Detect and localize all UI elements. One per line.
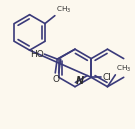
Text: Cl: Cl — [102, 73, 111, 82]
Text: CH$_3$: CH$_3$ — [116, 64, 132, 74]
Text: O: O — [53, 75, 60, 84]
Text: N: N — [76, 76, 84, 86]
Text: HO: HO — [30, 50, 43, 59]
Text: CH$_3$: CH$_3$ — [56, 5, 71, 15]
